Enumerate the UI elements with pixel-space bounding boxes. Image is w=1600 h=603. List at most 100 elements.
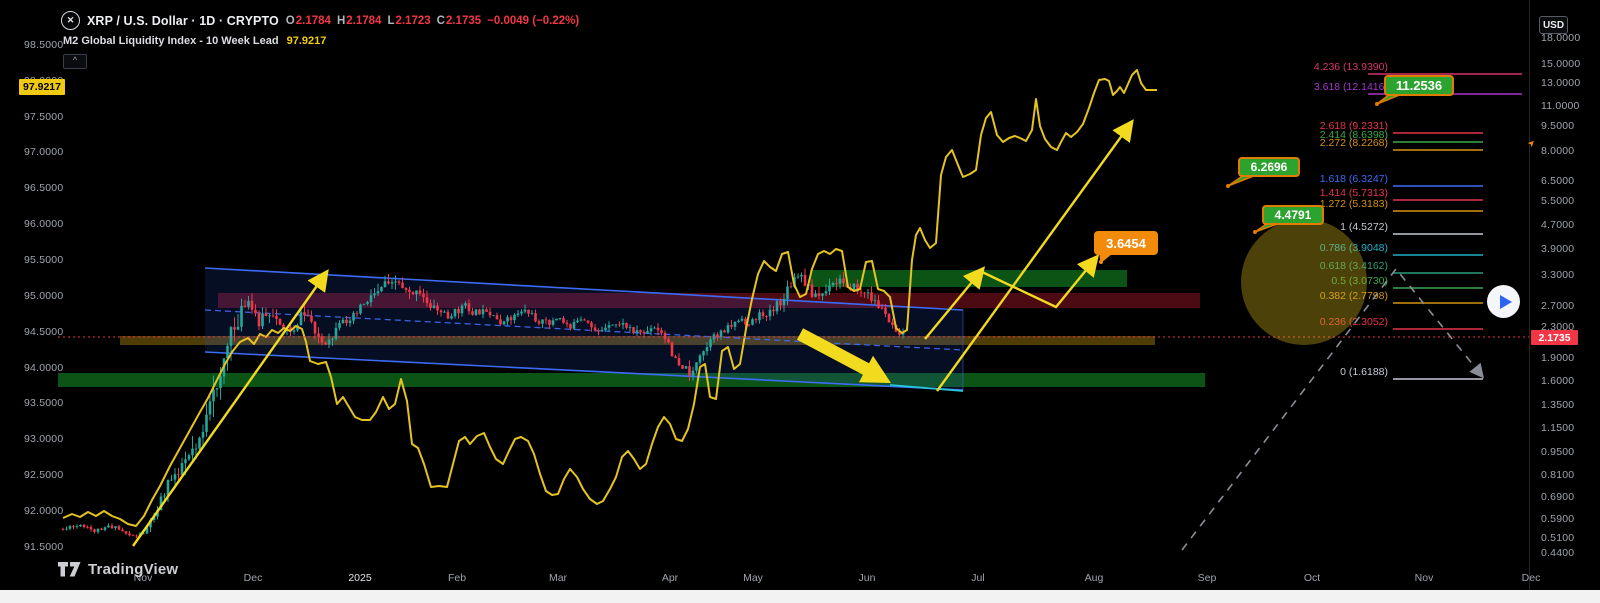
left-axis-tick: 98.5000 [24, 39, 64, 51]
indicator-name: M2 Global Liquidity Index - 10 Week Lead [63, 35, 279, 47]
fib-label: 1.272 (5.3183) [1320, 198, 1388, 210]
time-axis-tick: Dec [1521, 572, 1541, 584]
right-axis-tick: 6.5000 [1541, 175, 1575, 187]
right-axis-tick: 4.7000 [1541, 219, 1575, 231]
fib-label: 0.382 (2.7798) [1320, 290, 1388, 302]
right-axis-tick: 0.5900 [1541, 513, 1575, 525]
right-axis-tick: 8.0000 [1541, 145, 1575, 157]
m2-indicator-price-label: 97.9217 [19, 79, 65, 95]
zigzag-arrow-second-leg[interactable] [981, 254, 1100, 309]
symbol-legend[interactable]: ✕ XRP / U.S. Dollar · 1D · CRYPTO O2.178… [61, 11, 579, 30]
fib-label: 1.414 (5.7313) [1320, 187, 1388, 199]
left-axis-tick: 94.0000 [24, 362, 64, 374]
right-axis-tick: 1.6000 [1541, 375, 1575, 387]
tradingview-watermark-text: TradingView [88, 561, 179, 578]
left-axis-tick: 95.0000 [24, 290, 64, 302]
price-target-callout[interactable]: 11.2536 [1384, 75, 1454, 96]
time-axis-tick: Apr [661, 572, 679, 584]
fib-label: 4.236 (13.9390) [1314, 61, 1388, 73]
left-axis-tick: 93.5000 [24, 397, 64, 409]
candlesticks [61, 268, 905, 539]
left-axis-tick: 93.0000 [24, 433, 64, 445]
m2-liquidity-line[interactable] [62, 69, 1157, 527]
fib-label: 2.272 (8.2268) [1320, 137, 1388, 149]
currency-usd-button[interactable]: USD [1539, 16, 1568, 34]
fib-label: 3.618 (12.1416) [1314, 81, 1388, 93]
right-axis-tick: 11.0000 [1541, 100, 1580, 112]
right-axis-tick: 1.3500 [1541, 399, 1575, 411]
time-axis-tick: Aug [1084, 572, 1104, 584]
time-axis-tick: Nov [133, 572, 153, 584]
play-button[interactable] [1487, 285, 1520, 318]
fib-label: 2.618 (9.2331) [1320, 120, 1388, 132]
time-axis-tick: Dec [243, 572, 263, 584]
right-axis-tick: 3.3000 [1541, 269, 1575, 281]
fib-extension[interactable]: 4.236 (13.9390) 3.618 (12.1416) 2.618 (9.2… [1314, 61, 1522, 380]
fib-label: 0.236 (2.3052) [1320, 316, 1388, 328]
right-axis-tick: 18.0000 [1541, 32, 1581, 44]
right-axis-tick: 3.9000 [1541, 243, 1575, 255]
zone-support-green-lower[interactable] [58, 373, 1205, 387]
right-axis-tick: 0.8100 [1541, 469, 1575, 481]
xrp-logo-icon: ✕ [61, 11, 80, 30]
tradingview-watermark: TradingView [58, 561, 178, 578]
fib-label: 1.618 (6.3247) [1320, 173, 1388, 185]
trend-arrow-up[interactable] [132, 269, 329, 547]
time-axis-tick: Feb [447, 572, 467, 584]
left-axis-tick: 97.5000 [24, 111, 64, 123]
right-axis-tick: 15.0000 [1541, 58, 1581, 70]
time-axis-tick: Mar [548, 572, 568, 584]
fib-label: 0.618 (3.4162) [1320, 260, 1388, 272]
left-axis-tick: 92.5000 [24, 469, 64, 481]
zigzag-arrow-first-leg[interactable] [924, 266, 986, 340]
indicator-value: 97.9217 [286, 35, 327, 47]
indicator-legend[interactable]: M2 Global Liquidity Index - 10 Week Lead… [63, 35, 326, 47]
zones[interactable] [58, 270, 1205, 387]
right-axis-tick: 5.5000 [1541, 195, 1575, 207]
fib-label: 0 (1.6188) [1340, 366, 1388, 378]
last-price-label: 2.1735 [1531, 330, 1578, 345]
m2-series [62, 69, 1157, 527]
tradingview-logo-icon [58, 562, 81, 577]
highlight-circle[interactable] [1241, 219, 1367, 345]
time-axis-tick: Jul [971, 572, 985, 584]
right-axis-tick: 1.9000 [1541, 352, 1575, 364]
arrow-drawings[interactable] [132, 119, 1134, 547]
left-axis-tick: 96.0000 [24, 218, 64, 230]
right-axis-tick: 0.4400 [1541, 547, 1575, 559]
fib-label: 2.414 (8.6398) [1320, 129, 1388, 141]
fib-label: 0.5 (3.0730) [1331, 275, 1388, 287]
left-axis-tick: 91.5000 [24, 541, 64, 553]
right-axis-tick: 13.0000 [1541, 77, 1581, 89]
time-axis-tick: Sep [1197, 572, 1217, 584]
right-axis-tick: 0.9500 [1541, 446, 1575, 458]
right-axis-tick: 0.6900 [1541, 491, 1575, 503]
right-axis-tick: 9.5000 [1541, 120, 1575, 132]
time-axis-tick: 2025 [348, 572, 372, 584]
time-axis-tick: Nov [1414, 572, 1434, 584]
collapse-indicators-button[interactable]: ^ [63, 54, 87, 69]
play-icon [1499, 294, 1512, 309]
price-axis-border [1529, 0, 1530, 590]
thick-down-arrow[interactable] [796, 328, 891, 383]
price-target-callout[interactable]: 6.2696 [1238, 157, 1300, 177]
projection-arrow[interactable] [936, 119, 1134, 392]
bottom-strip [0, 590, 1600, 603]
price-target-callout[interactable]: 3.6454 [1094, 231, 1158, 255]
left-axis-tick: 94.5000 [24, 326, 64, 338]
left-axis-tick: 96.5000 [24, 182, 64, 194]
time-axis-tick: May [743, 572, 763, 584]
time-axis-tick: Jun [858, 572, 876, 584]
right-axis-tick: 1.1500 [1541, 422, 1575, 434]
left-axis-tick: 95.5000 [24, 254, 64, 266]
left-axis-tick: 92.0000 [24, 505, 64, 517]
parallel-channel[interactable] [204, 267, 964, 392]
highlight [1241, 219, 1367, 345]
zone-entry-yellow-band[interactable] [120, 336, 1155, 345]
right-axis-tick: 0.5100 [1541, 532, 1575, 544]
price-target-callout[interactable]: 4.4791 [1262, 205, 1324, 225]
ohlc-values: O2.1784 H2.1784 L2.1723 C2.1735 −0.0049 (−0.… [285, 14, 580, 27]
left-axis-tick: 97.0000 [24, 146, 64, 158]
time-axis-tick: Oct [1303, 572, 1321, 584]
